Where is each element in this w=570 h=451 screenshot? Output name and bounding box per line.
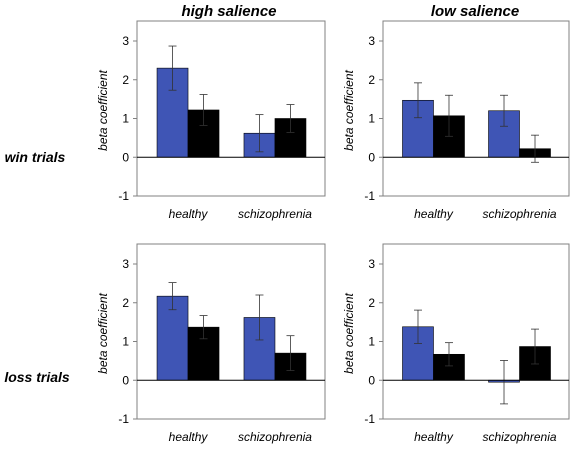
y-tick-label: 1: [122, 112, 129, 126]
plot-frame: [382, 20, 570, 197]
y-tick-label: 3: [368, 34, 375, 48]
chart-panel-1: -1 0 1 2 3 beta coefficient healthy schizophren…: [96, 20, 326, 221]
y-tick-label: 2: [368, 73, 375, 87]
chart-panel-2: -1 0 1 2 3 beta coefficient healthy schizophren…: [342, 20, 570, 221]
row-title-win-trials: win trials: [5, 149, 66, 165]
y-tick-label: -1: [118, 412, 129, 426]
category-label-schizophrenia: schizophrenia: [482, 207, 556, 221]
category-label-healthy: healthy: [414, 430, 454, 444]
y-tick-label: 0: [368, 373, 375, 387]
column-title-low-salience: low salience: [431, 3, 519, 20]
y-tick-label: -1: [364, 189, 375, 203]
plot-frame: [136, 20, 326, 197]
y-tick-label: 3: [122, 34, 129, 48]
y-tick-label: 0: [122, 150, 129, 164]
y-tick-label: 2: [368, 296, 375, 310]
y-axis-label: beta coefficient: [96, 292, 110, 373]
y-axis-label: beta coefficient: [96, 69, 110, 150]
category-label-schizophrenia: schizophrenia: [482, 430, 556, 444]
y-tick-label: 1: [368, 112, 375, 126]
category-label-healthy: healthy: [169, 207, 209, 221]
y-tick-label: 0: [122, 373, 129, 387]
y-tick-label: 3: [368, 257, 375, 271]
category-label-schizophrenia: schizophrenia: [238, 207, 312, 221]
bar-a-healthy: [156, 295, 189, 381]
chart-panels: -1 0 1 2 3 beta coefficient healthy schizophren…: [96, 20, 570, 444]
y-tick-label: 0: [368, 150, 375, 164]
plot-frame: [136, 243, 326, 420]
category-label-schizophrenia: schizophrenia: [238, 430, 312, 444]
y-axis-label: beta coefficient: [342, 69, 356, 150]
y-tick-label: 2: [122, 73, 129, 87]
y-tick-label: 3: [122, 257, 129, 271]
category-label-healthy: healthy: [414, 207, 454, 221]
bar-b-healthy: [187, 326, 220, 381]
y-tick-label: -1: [364, 412, 375, 426]
y-tick-label: 2: [122, 296, 129, 310]
row-title-loss-trials: loss trials: [4, 369, 70, 385]
chart-panel-3: -1 0 1 2 3 beta coefficient healthy schizophren…: [96, 243, 326, 444]
chart-panel-4: -1 0 1 2 3 beta coefficient healthy schizophren…: [342, 243, 570, 444]
category-label-healthy: healthy: [169, 430, 209, 444]
y-tick-label: 1: [122, 335, 129, 349]
column-title-high-salience: high salience: [181, 3, 276, 20]
y-tick-label: 1: [368, 335, 375, 349]
y-axis-label: beta coefficient: [342, 292, 356, 373]
plot-frame: [382, 243, 570, 420]
y-tick-label: -1: [118, 189, 129, 203]
